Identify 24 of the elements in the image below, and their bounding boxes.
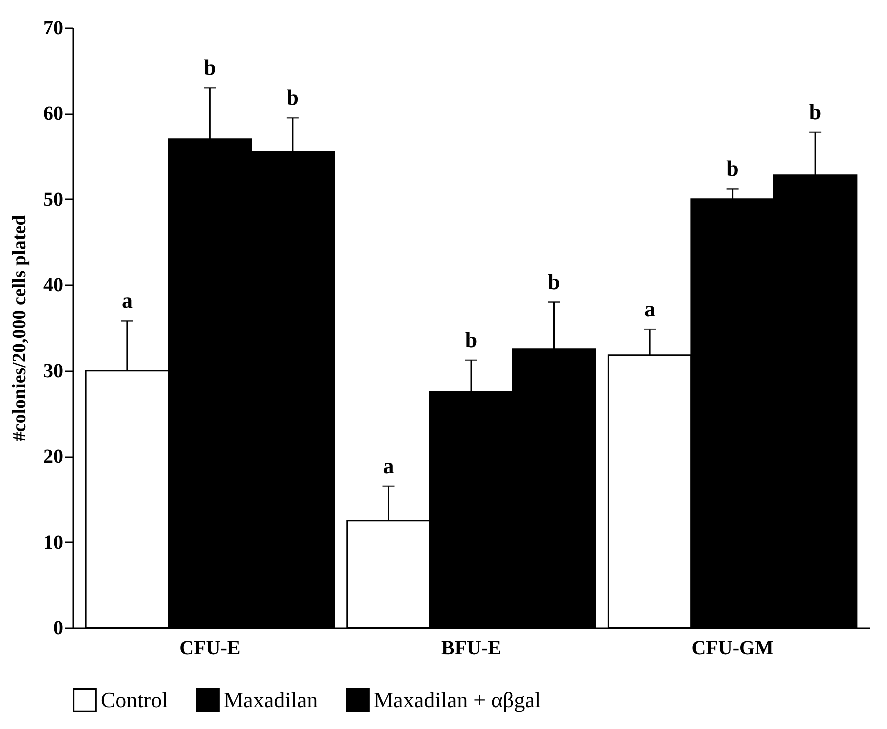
annotation: b	[204, 55, 216, 80]
y-tick-label: 10	[44, 532, 64, 554]
legend-label: Control	[101, 687, 168, 712]
x-tick-label: CFU-GM	[692, 638, 774, 660]
annotation: a	[644, 296, 656, 322]
y-tick-label: 60	[44, 103, 64, 126]
y-tick-label: 40	[44, 274, 64, 297]
annotation: b	[809, 100, 822, 125]
annotation: b	[465, 328, 478, 353]
y-tick-label: 30	[44, 360, 64, 382]
legend-label: Maxadilan	[224, 687, 318, 712]
annotation: b	[286, 85, 300, 110]
y-tick-label: 70	[44, 18, 64, 40]
y-axis-title: #colonies/20,000 cells plated	[10, 214, 30, 442]
y-tick-label: 20	[44, 446, 64, 468]
x-tick-label: CFU-E	[180, 638, 241, 660]
y-tick-label: 50	[44, 188, 64, 211]
annotation: b	[548, 269, 560, 294]
annotation: a	[383, 454, 394, 479]
annotation: a	[122, 288, 133, 314]
x-tick-label: BFU-E	[442, 638, 502, 660]
annotation: b	[726, 156, 739, 182]
y-tick-label: 0	[54, 618, 64, 640]
legend-label: Maxadilan + αβgal	[374, 687, 542, 712]
